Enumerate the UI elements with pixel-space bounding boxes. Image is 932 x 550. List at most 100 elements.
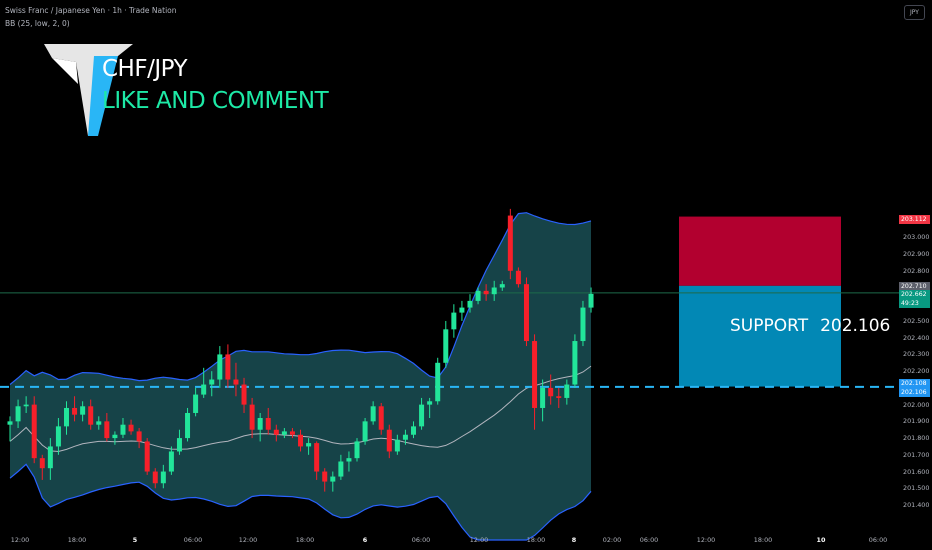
candle-body <box>104 421 110 439</box>
candle-body <box>588 293 594 308</box>
price-tick-label: 202.300 <box>903 350 930 359</box>
candle <box>96 416 102 430</box>
overlay-title: CHF/JPY <box>102 56 188 82</box>
time-tick-label: 02:00 <box>602 536 622 544</box>
candle-body <box>362 421 368 442</box>
symbol-info[interactable]: Swiss Franc / Japanese Yen · 1h · Trade … <box>5 6 177 15</box>
price-tick-label: 201.600 <box>903 467 930 476</box>
candle <box>499 280 505 291</box>
candle <box>548 374 554 405</box>
candle <box>241 377 247 413</box>
time-tick-label: 12:00 <box>238 536 258 544</box>
candle-body <box>257 418 263 430</box>
bollinger-lower-band <box>9 463 592 541</box>
candle-body <box>217 354 223 380</box>
time-tick-label: 18:00 <box>526 536 546 544</box>
candle <box>209 371 215 397</box>
candle-body <box>427 401 433 405</box>
candle-body <box>483 290 489 295</box>
candle <box>491 280 497 301</box>
candle <box>104 412 110 442</box>
candle <box>80 401 86 422</box>
time-tick-label: 12:00 <box>10 536 30 544</box>
candle <box>362 418 368 445</box>
candle <box>314 441 320 480</box>
candle-body <box>241 384 247 405</box>
candle <box>580 300 586 347</box>
candle <box>322 468 328 492</box>
price-tick-label: 202.000 <box>903 400 930 409</box>
candle <box>63 401 69 435</box>
candle-body <box>322 471 328 482</box>
candle-body <box>201 384 207 395</box>
candle <box>532 334 538 430</box>
candle-body <box>459 307 465 313</box>
candle-body <box>443 329 449 363</box>
candle-body <box>467 300 473 308</box>
candle-body <box>15 406 21 422</box>
candle-body <box>120 424 126 435</box>
price-tick-label: 202.500 <box>903 316 930 325</box>
candle <box>249 397 255 439</box>
candle <box>443 320 449 368</box>
candle-body <box>572 341 578 385</box>
target-price-badge: 202.108 <box>899 378 930 388</box>
candle-body <box>491 287 497 295</box>
price-tick-label: 203.000 <box>903 233 930 242</box>
candle <box>31 396 37 464</box>
candle-body <box>136 431 142 442</box>
candle-body <box>556 396 562 398</box>
support-annotation: SUPPORT 202.106 <box>730 316 890 336</box>
candle <box>15 399 21 429</box>
indicator-legend[interactable]: BB (25, low, 2, 0) <box>5 19 70 28</box>
candle-body <box>523 284 529 342</box>
candle <box>55 418 61 455</box>
price-tick-label: 202.800 <box>903 266 930 275</box>
candle-body <box>580 307 586 342</box>
stop-loss-zone <box>679 216 841 286</box>
last-price-badge: 202.662 <box>899 289 930 299</box>
support-label: SUPPORT <box>730 316 809 336</box>
candle-body <box>209 379 215 385</box>
candle-body <box>338 461 344 477</box>
currency-button[interactable]: JPY <box>904 5 925 20</box>
candle-body <box>185 412 191 439</box>
candle <box>427 397 433 419</box>
candle-body <box>289 431 295 435</box>
candle <box>354 438 360 462</box>
candle-body <box>378 406 384 430</box>
candle <box>185 407 191 442</box>
candle <box>120 418 126 439</box>
candle-body <box>225 354 231 380</box>
candle-body <box>7 421 13 425</box>
candle-body <box>532 341 538 408</box>
candle <box>176 429 182 455</box>
candle-body <box>80 406 86 415</box>
candle <box>394 434 400 455</box>
support-value: 202.106 <box>820 316 891 336</box>
price-tick-label: 201.500 <box>903 484 930 493</box>
candle <box>88 399 94 430</box>
candle <box>346 451 352 472</box>
candle <box>475 287 481 305</box>
candle-body <box>402 434 408 440</box>
candle-body <box>63 407 69 427</box>
candle-body <box>112 434 118 439</box>
candle <box>144 438 150 475</box>
candle-body <box>435 362 441 402</box>
candle <box>451 304 457 338</box>
candle <box>265 407 271 435</box>
candle-body <box>144 441 150 472</box>
support-price-badge: 202.106 <box>899 387 930 397</box>
candle-body <box>72 407 78 415</box>
time-tick-label: 18:00 <box>753 536 773 544</box>
candle-body <box>160 471 166 484</box>
time-tick-label: 10 <box>816 536 826 544</box>
price-tick-label: 201.400 <box>903 501 930 509</box>
candle <box>23 396 29 413</box>
time-tick-label: 18:00 <box>295 536 315 544</box>
price-tick-label: 202.400 <box>903 333 930 342</box>
price-tick-label: 201.800 <box>903 434 930 443</box>
